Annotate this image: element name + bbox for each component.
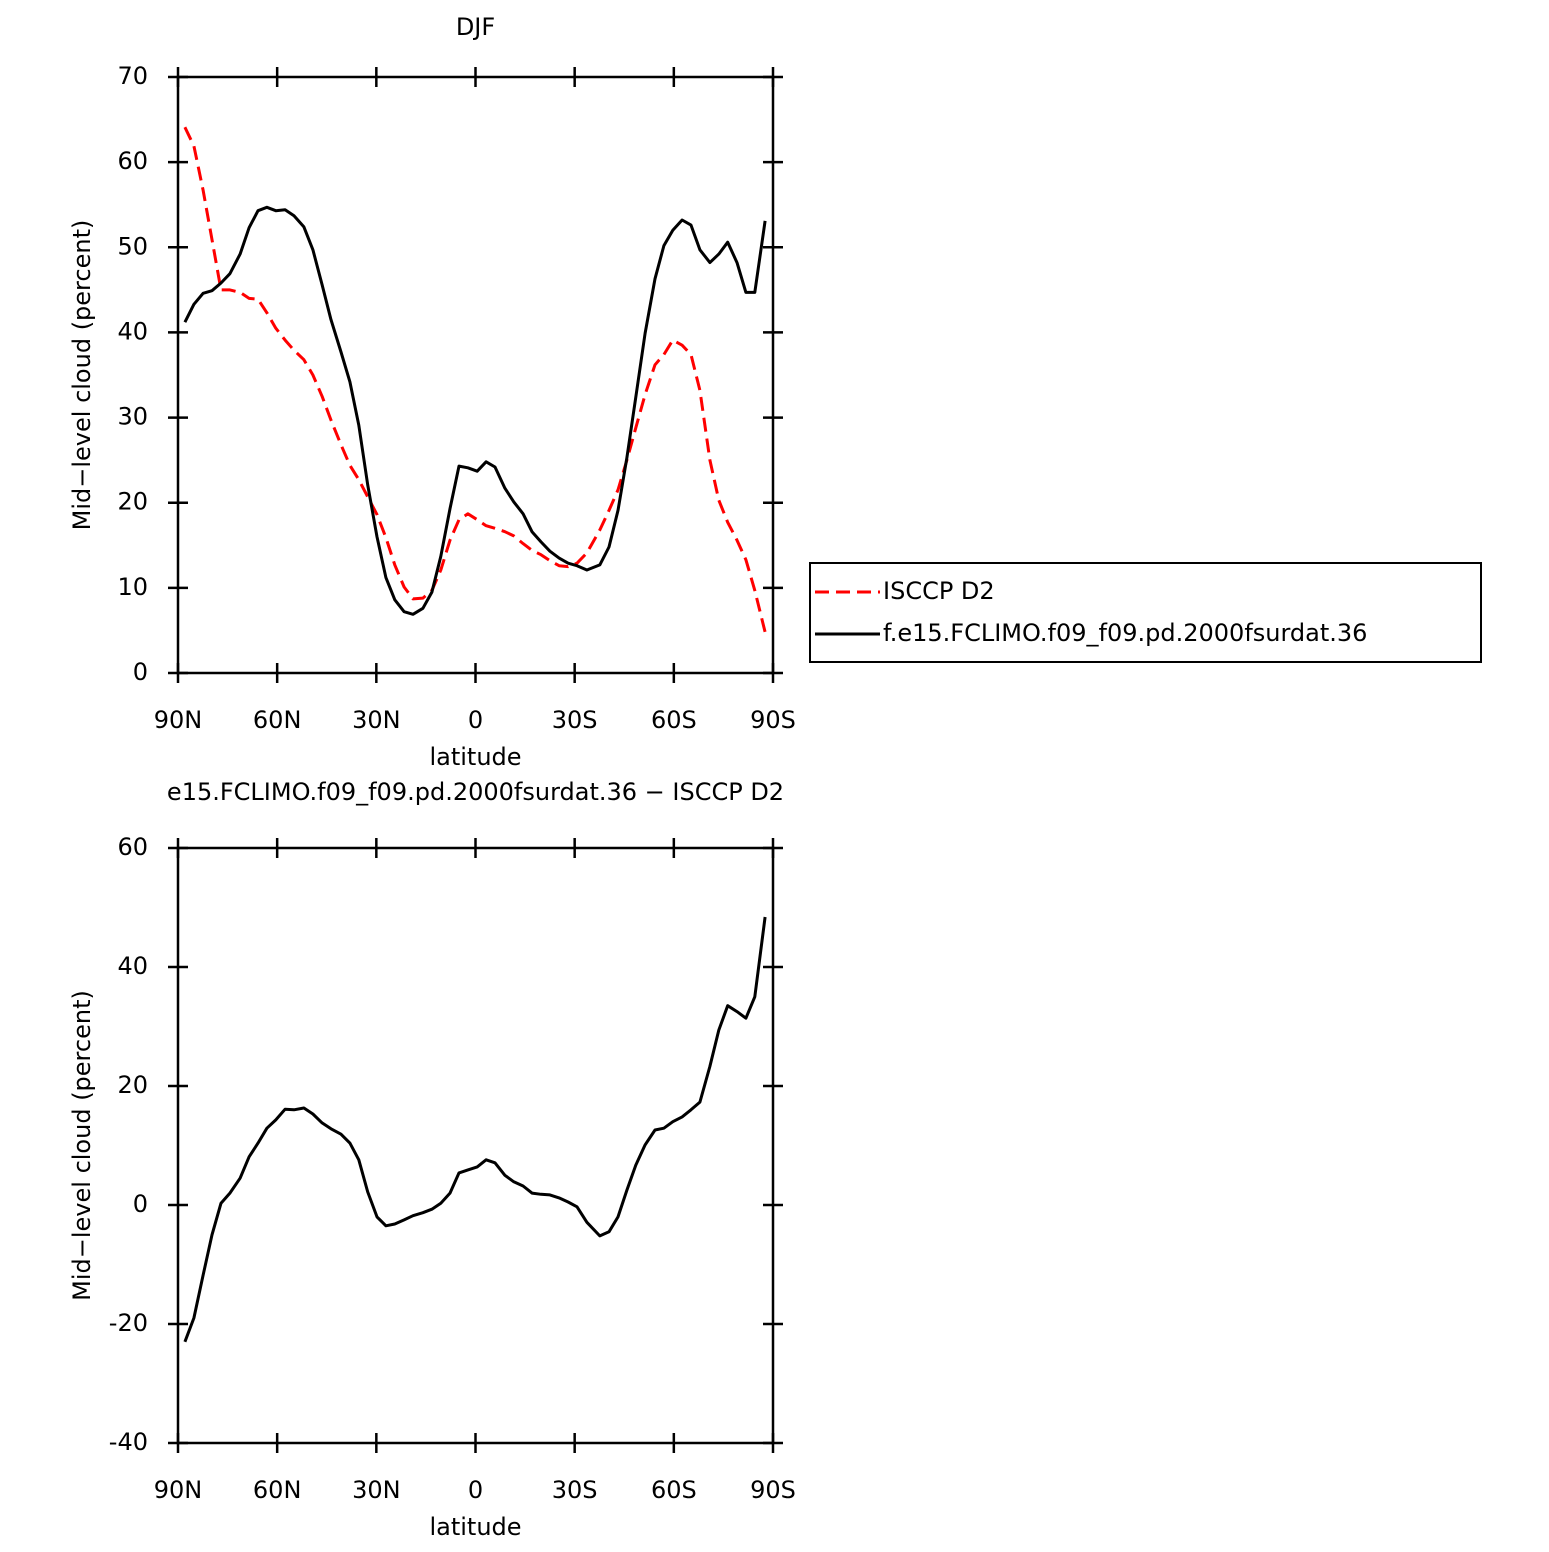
y-tick-label: 50 (117, 232, 148, 260)
x-tick-label: 90N (154, 1476, 203, 1504)
x-tick-label: 30S (552, 706, 598, 734)
y-tick-label: 20 (117, 1071, 148, 1099)
y-tick-label: 20 (117, 488, 148, 516)
chart-title: e15.FCLIMO.f09_f09.pd.2000fsurdat.36 − I… (167, 778, 784, 806)
legend-label: f.e15.FCLIMO.f09_f09.pd.2000fsurdat.36 (883, 619, 1367, 647)
x-tick-label: 90S (750, 706, 796, 734)
y-axis-label: Mid−level cloud (percent) (68, 220, 96, 531)
y-tick-label: 40 (117, 952, 148, 980)
legend-label: ISCCP D2 (883, 577, 995, 605)
x-tick-label: 30S (552, 1476, 598, 1504)
data-line (183, 205, 767, 616)
x-tick-label: 30N (352, 1476, 401, 1504)
legend-box (809, 562, 1482, 663)
y-tick-label: 0 (133, 658, 148, 686)
x-tick-label: 60N (253, 706, 302, 734)
plot-frame (176, 75, 775, 675)
x-tick-label: 60N (253, 1476, 302, 1504)
x-tick-label: 0 (468, 706, 483, 734)
y-tick-label: 10 (117, 573, 148, 601)
data-line (183, 126, 767, 633)
y-tick-label: 0 (133, 1190, 148, 1218)
y-tick-label: -20 (109, 1309, 148, 1337)
plot-frame (176, 846, 775, 1445)
x-tick-label: 60S (651, 706, 697, 734)
x-tick-label: 30N (352, 706, 401, 734)
x-tick-label: 90N (154, 706, 203, 734)
y-tick-label: -40 (109, 1428, 148, 1456)
data-line (183, 916, 767, 1343)
x-tick-label: 0 (468, 1476, 483, 1504)
y-tick-label: 60 (117, 147, 148, 175)
y-tick-label: 30 (117, 403, 148, 431)
x-axis-label: latitude (429, 743, 521, 771)
x-tick-label: 90S (750, 1476, 796, 1504)
chart-title: DJF (456, 13, 495, 41)
y-tick-label: 60 (117, 833, 148, 861)
x-axis-label: latitude (429, 1513, 521, 1541)
y-axis-label: Mid−level cloud (percent) (68, 990, 96, 1301)
y-tick-label: 70 (117, 62, 148, 90)
y-tick-label: 40 (117, 317, 148, 345)
x-tick-label: 60S (651, 1476, 697, 1504)
